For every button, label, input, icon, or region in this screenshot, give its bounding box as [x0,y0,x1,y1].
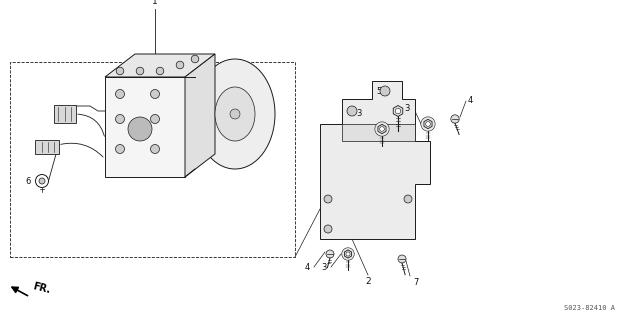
Circle shape [404,195,412,203]
Circle shape [346,252,350,256]
Circle shape [156,67,164,75]
Text: 4: 4 [305,263,310,271]
Ellipse shape [195,59,275,169]
Circle shape [230,109,240,119]
Text: 3: 3 [356,109,362,118]
FancyBboxPatch shape [35,140,59,154]
Circle shape [176,61,184,69]
Circle shape [421,117,435,131]
Text: FR.: FR. [32,281,52,295]
Circle shape [426,122,430,126]
Polygon shape [378,124,386,134]
Polygon shape [185,54,215,177]
Polygon shape [393,106,403,116]
Circle shape [380,127,385,131]
Text: S023-82410 A: S023-82410 A [564,305,615,311]
Circle shape [347,106,357,116]
Circle shape [150,115,159,123]
Polygon shape [105,54,215,77]
Polygon shape [105,77,185,177]
Circle shape [115,145,125,153]
Circle shape [191,55,199,63]
Circle shape [451,115,460,123]
Circle shape [115,115,125,123]
Text: 3: 3 [404,105,410,114]
Ellipse shape [215,87,255,141]
Text: 1: 1 [152,0,158,6]
Circle shape [150,90,159,99]
Circle shape [136,67,144,75]
Circle shape [380,86,390,96]
Circle shape [39,178,45,184]
Circle shape [116,67,124,75]
Bar [10,62,295,257]
Text: 5: 5 [377,86,382,95]
FancyBboxPatch shape [54,105,76,123]
Circle shape [324,195,332,203]
Circle shape [115,90,125,99]
Circle shape [396,108,401,114]
Polygon shape [320,81,430,239]
Circle shape [375,122,389,136]
Circle shape [128,117,152,141]
Text: 3: 3 [322,263,327,271]
Text: 7: 7 [413,278,419,287]
Circle shape [398,255,406,263]
Polygon shape [424,119,432,129]
Text: 6: 6 [26,176,31,186]
Polygon shape [342,124,415,141]
Circle shape [326,250,334,258]
Text: 4: 4 [468,97,473,106]
Circle shape [342,248,355,260]
Polygon shape [344,250,351,258]
Text: 2: 2 [365,277,371,286]
Circle shape [150,145,159,153]
Circle shape [324,225,332,233]
